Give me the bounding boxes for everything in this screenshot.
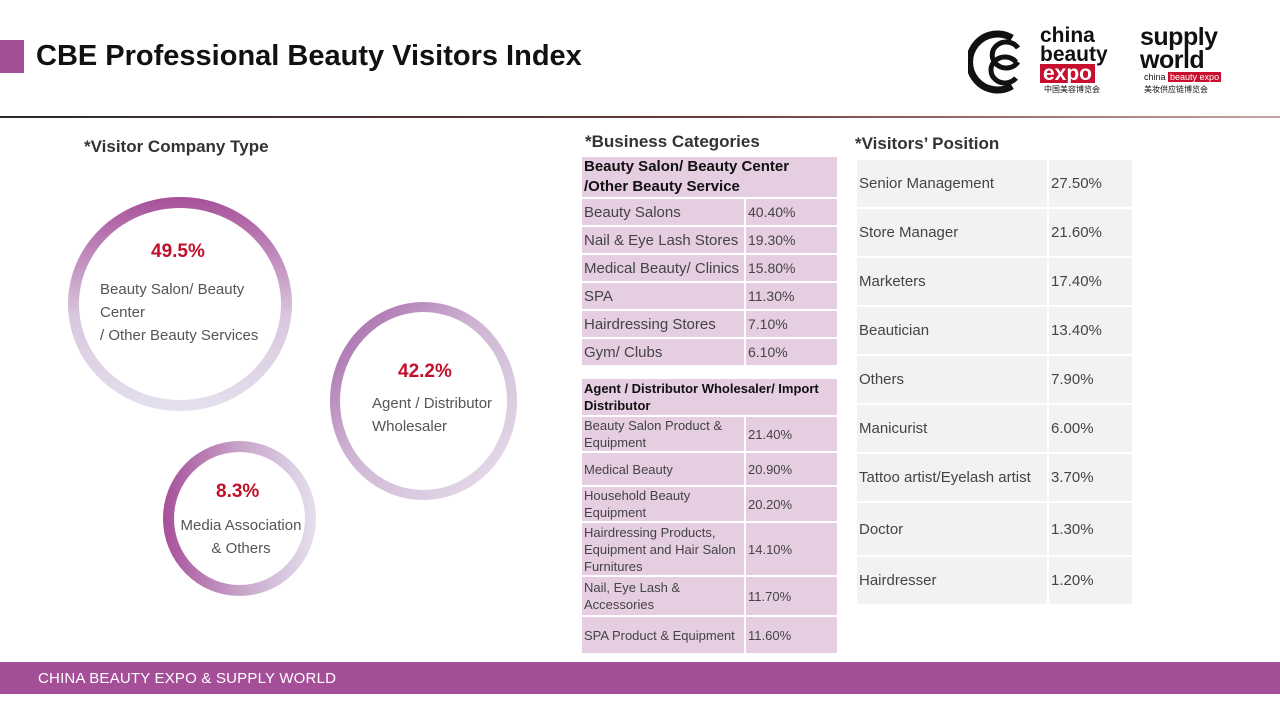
circle-agent <box>330 302 517 500</box>
position-row-value: 3.70% <box>1047 452 1134 503</box>
company-type-heading: *Visitor Company Type <box>84 137 269 156</box>
cbe-word-expo: expo <box>1040 63 1096 84</box>
position-row-name: Marketers <box>855 256 1049 307</box>
agent-row-name: Hairdressing Products, Equipment and Hai… <box>580 521 746 577</box>
agent-row-name: Beauty Salon Product & Equipment <box>580 415 746 453</box>
visitors-position-table: Senior Management 27.50% Store Manager 2… <box>855 158 1134 606</box>
cbe-wordmark: china beauty expo <box>1040 24 1108 84</box>
salon-row-value: 15.80% <box>744 253 839 283</box>
position-row-value: 13.40% <box>1047 305 1134 356</box>
sw-word-supply: supply <box>1140 23 1218 51</box>
position-row-name: Doctor <box>855 501 1049 557</box>
sw-tagline-china: china <box>1144 72 1166 82</box>
position-row-name: Manicurist <box>855 403 1049 454</box>
circle-agent-label-line: Agent / Distributor <box>372 395 493 412</box>
position-row-name: Hairdresser <box>855 555 1049 606</box>
cbe-word-beauty: beauty <box>1040 43 1108 66</box>
circle-salon-percent: 49.5% <box>151 241 205 262</box>
agent-row-value: 14.10% <box>744 521 839 577</box>
position-row-name: Tattoo artist/Eyelash artist <box>855 452 1049 503</box>
position-row-value: 1.20% <box>1047 555 1134 606</box>
header-divider <box>0 116 1280 118</box>
agent-table-header: Agent / Distributor Wholesaler/ Import D… <box>580 377 839 417</box>
sw-tagline: china beauty expo <box>1144 72 1222 82</box>
circle-media-label-line: Media Association <box>180 517 302 534</box>
agent-row-name: Nail, Eye Lash & Accessories <box>580 575 746 617</box>
position-row-name: Senior Management <box>855 158 1049 209</box>
title-accent-bar <box>0 40 24 73</box>
salon-row-value: 19.30% <box>744 225 839 255</box>
salon-row-value: 6.10% <box>744 337 839 367</box>
business-categories-heading: *Business Categories <box>585 132 760 151</box>
position-row-value: 27.50% <box>1047 158 1134 209</box>
visitors-position-heading: *Visitors’ Position <box>855 134 1000 153</box>
salon-table-header: Beauty Salon/ Beauty Center /Other Beaut… <box>580 155 839 199</box>
agent-row-value: 20.90% <box>744 451 839 487</box>
circle-agent-label: Agent / Distributor Wholesaler <box>372 392 512 438</box>
position-row-name: Store Manager <box>855 207 1049 258</box>
agent-row-name: SPA Product & Equipment <box>580 615 746 655</box>
sw-wordmark: supply world <box>1140 23 1218 74</box>
agent-row-name: Household Beauty Equipment <box>580 485 746 523</box>
salon-row-value: 40.40% <box>744 197 839 227</box>
circle-salon-label: Beauty Salon/ Beauty Center / Other Beau… <box>100 278 280 347</box>
cbe-chinese-name: 中国美容博览会 <box>1044 85 1100 94</box>
salon-row-value: 7.10% <box>744 309 839 339</box>
ce-monogram-icon <box>968 30 1021 94</box>
sw-chinese-name: 美妆供应链博览会 <box>1144 85 1208 94</box>
agent-row-value: 21.40% <box>744 415 839 453</box>
circle-agent-percent: 42.2% <box>398 361 452 382</box>
agent-row-value: 11.70% <box>744 575 839 617</box>
circle-salon-label-line: Beauty Salon/ Beauty <box>100 281 245 298</box>
agent-row-value: 20.20% <box>744 485 839 523</box>
salon-row-name: SPA <box>580 281 746 311</box>
circle-salon-label-line: Center <box>100 304 146 321</box>
salon-row-value: 11.30% <box>744 281 839 311</box>
salon-category-table: Beauty Salon/ Beauty Center /Other Beaut… <box>580 155 839 367</box>
agent-category-table: Agent / Distributor Wholesaler/ Import D… <box>580 377 839 655</box>
circle-salon-label-line: / Other Beauty Services <box>100 327 259 344</box>
supply-world-logo: supply world china beauty expo 美妆供应链博览会 <box>1140 23 1240 96</box>
cbe-logo: china beauty expo 中国美容博览会 <box>968 24 1118 96</box>
circle-agent-label-line: Wholesaler <box>372 418 448 435</box>
position-row-value: 7.90% <box>1047 354 1134 405</box>
sw-tagline-beauty-expo: beauty expo <box>1168 72 1222 82</box>
sw-word-world: world <box>1140 46 1205 74</box>
footer-text: CHINA BEAUTY EXPO & SUPPLY WORLD <box>38 670 337 687</box>
circle-media-percent: 8.3% <box>216 481 260 502</box>
position-row-value: 6.00% <box>1047 403 1134 454</box>
agent-row-name: Medical Beauty <box>580 451 746 487</box>
footer-bar: CHINA BEAUTY EXPO & SUPPLY WORLD <box>0 662 1280 694</box>
salon-row-name: Nail & Eye Lash Stores <box>580 225 746 255</box>
position-row-value: 21.60% <box>1047 207 1134 258</box>
circle-salon <box>68 197 292 411</box>
page-title: CBE Professional Beauty Visitors Index <box>36 40 582 72</box>
position-row-name: Others <box>855 354 1049 405</box>
circle-media-label: Media Association & Others <box>176 514 306 560</box>
position-row-value: 17.40% <box>1047 256 1134 307</box>
position-row-name: Beautician <box>855 305 1049 356</box>
salon-row-name: Beauty Salons <box>580 197 746 227</box>
circle-media-label-line: & Others <box>211 540 271 557</box>
agent-row-value: 11.60% <box>744 615 839 655</box>
circle-media <box>163 441 316 596</box>
position-row-value: 1.30% <box>1047 501 1134 557</box>
salon-row-name: Gym/ Clubs <box>580 337 746 367</box>
salon-row-name: Hairdressing Stores <box>580 309 746 339</box>
salon-row-name: Medical Beauty/ Clinics <box>580 253 746 283</box>
cbe-word-china: china <box>1040 24 1095 47</box>
